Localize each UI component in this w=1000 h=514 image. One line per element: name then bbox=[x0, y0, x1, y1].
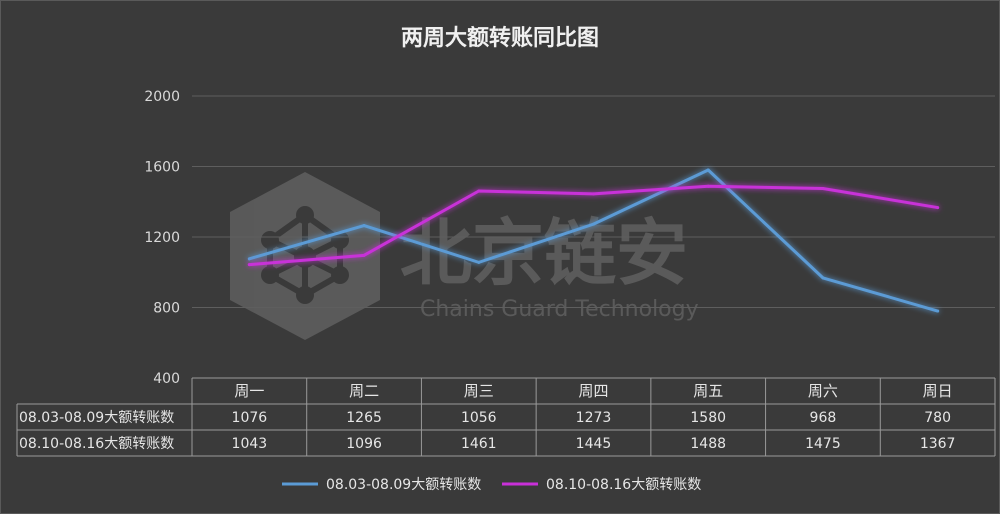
category-label: 周六 bbox=[808, 382, 838, 400]
category-label: 周一 bbox=[234, 382, 264, 400]
data-point bbox=[362, 253, 366, 257]
y-tick-label: 800 bbox=[153, 301, 180, 317]
table-cell-value: 1273 bbox=[576, 410, 612, 426]
table-cell-value: 1461 bbox=[461, 436, 497, 452]
watermark-logo-icon bbox=[230, 172, 380, 340]
legend-label-2: 08.10-08.16大额转账数 bbox=[546, 477, 701, 493]
data-point bbox=[706, 168, 710, 172]
y-tick-label: 2000 bbox=[144, 89, 180, 105]
table-cell-value: 1475 bbox=[805, 436, 841, 452]
y-tick-label: 400 bbox=[153, 371, 180, 387]
y-tick-label: 1600 bbox=[144, 160, 180, 176]
category-label: 周四 bbox=[578, 382, 608, 400]
table-cell-value: 1265 bbox=[346, 410, 382, 426]
watermark-brand: 北京链安 bbox=[400, 211, 688, 295]
table-cell-value: 1043 bbox=[232, 436, 268, 452]
data-point bbox=[821, 187, 825, 191]
data-point bbox=[592, 192, 595, 196]
data-point bbox=[477, 260, 481, 264]
data-point bbox=[247, 263, 251, 267]
data-point bbox=[821, 276, 825, 280]
table-cell-value: 1580 bbox=[690, 410, 726, 426]
table-cell-value: 1056 bbox=[461, 410, 497, 426]
data-point bbox=[592, 222, 595, 226]
data-point bbox=[936, 309, 940, 313]
table-cell-value: 1076 bbox=[232, 410, 268, 426]
watermark-tagline: Chains Guard Technology bbox=[420, 297, 699, 322]
legend-label-1: 08.03-08.09大额转账数 bbox=[326, 477, 481, 493]
table-cell-value: 968 bbox=[810, 410, 837, 426]
chart-title: 两周大额转账同比图 bbox=[400, 25, 599, 51]
data-point bbox=[477, 189, 481, 193]
watermark: 北京链安 Chains Guard Technology bbox=[230, 172, 699, 340]
category-label: 周日 bbox=[923, 382, 953, 400]
data-point bbox=[362, 224, 366, 228]
category-label: 周二 bbox=[349, 382, 379, 400]
table-cell-value: 780 bbox=[924, 410, 951, 426]
table-cell-value: 1488 bbox=[690, 436, 726, 452]
watermark-logo-nodes-icon bbox=[261, 206, 349, 304]
data-point bbox=[936, 206, 940, 210]
table-cell-value: 1367 bbox=[920, 436, 956, 452]
data-point bbox=[247, 257, 251, 261]
category-label: 周三 bbox=[464, 382, 494, 400]
table-cell-value: 1445 bbox=[576, 436, 612, 452]
watermark-logo-network-icon bbox=[267, 212, 343, 298]
category-label: 周五 bbox=[693, 382, 723, 400]
y-tick-label: 1200 bbox=[144, 230, 180, 246]
table-series-name: 08.03-08.09大额转账数 bbox=[19, 410, 174, 426]
data-point bbox=[706, 184, 710, 188]
table-cell-value: 1096 bbox=[346, 436, 382, 452]
table-series-name: 08.10-08.16大额转账数 bbox=[19, 436, 174, 452]
